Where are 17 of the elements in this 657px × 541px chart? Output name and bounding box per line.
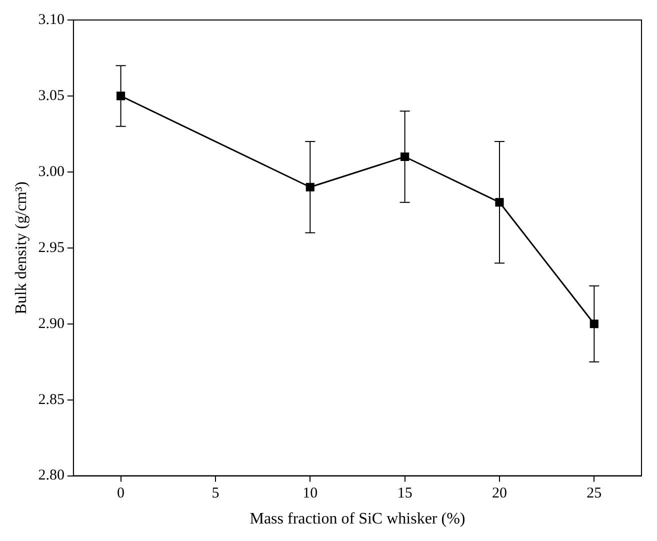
y-tick-label: 2.80	[38, 468, 64, 484]
x-axis-title: Mass fraction of SiC whisker (%)	[250, 510, 466, 528]
y-tick-label: 2.85	[38, 392, 64, 408]
x-tick-label: 20	[492, 486, 507, 502]
x-tick-label: 0	[117, 486, 125, 502]
x-tick-label: 10	[302, 486, 318, 502]
y-axis-title: Bulk density (g/cm³)	[12, 182, 30, 314]
y-tick-label: 2.90	[38, 316, 64, 332]
x-tick-label: 25	[586, 486, 602, 502]
point	[495, 198, 504, 207]
point	[116, 92, 126, 100]
y-tick-label: 3.05	[38, 88, 64, 104]
x-tick-label: 5	[212, 486, 220, 502]
x-tick-label: 15	[397, 486, 412, 502]
y-tick-label: 3.00	[38, 164, 64, 180]
y-tick-label: 2.95	[38, 240, 64, 256]
y-tick-label: 3.10	[38, 12, 64, 28]
